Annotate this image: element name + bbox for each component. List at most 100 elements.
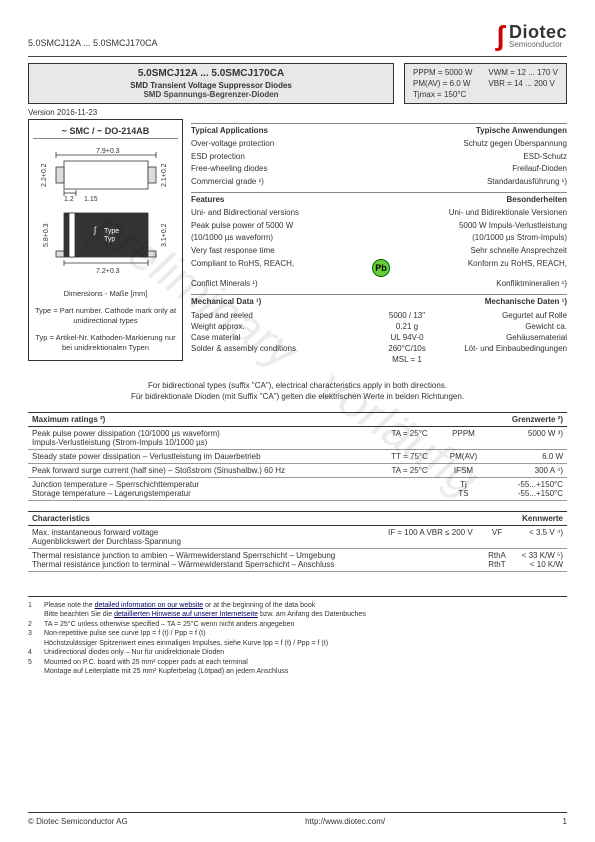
svg-text:1.15: 1.15 — [84, 196, 98, 203]
title-row: 5.0SMCJ12A ... 5.0SMCJ170CA SMD Transien… — [28, 63, 567, 104]
package-drawing: 7.9+0.3 1.2 1.15 2.2+0.2 2.1+0.2 ʃ Type … — [36, 143, 176, 283]
mech-item: Weight approx. — [191, 321, 377, 332]
fn-num: 2 — [28, 620, 38, 629]
footer-left: © Diotec Semiconductor AG — [28, 817, 128, 826]
svg-text:1.2: 1.2 — [64, 196, 74, 203]
version-label: Version 2016-11-23 — [28, 108, 567, 117]
svg-text:3.1+0.2: 3.1+0.2 — [161, 223, 168, 247]
table-cell: TA = 25°C — [380, 426, 440, 449]
mech-item: Gewicht ca. — [437, 321, 567, 332]
table-cell: Max. instantaneous forward voltageAugenb… — [28, 525, 378, 548]
table-cell: VF — [482, 525, 511, 548]
mech-val: 0.21 g — [377, 321, 437, 332]
package-column: ~ SMC / ~ DO-214AB 7.9+0.3 1.2 1.15 2.2+… — [28, 119, 183, 366]
info-item: Konfliktmineralien ¹) — [496, 279, 567, 290]
table-cell: TA = 25°C — [380, 463, 440, 477]
param: VBR = 14 ... 200 V — [488, 79, 558, 88]
fn-text: TA = 25°C unless otherwise specified – T… — [44, 620, 294, 629]
fn-link[interactable]: detaillierten Hinweise auf unserer Inter… — [114, 611, 258, 618]
table-cell: Peak pulse power dissipation (10/1000 µs… — [28, 426, 380, 449]
title-line2: SMD Transient Voltage Suppressor Diodes — [37, 81, 385, 90]
table-title-de: Kennwerte — [511, 511, 567, 525]
info-item: Over-voltage protection — [191, 139, 274, 150]
note-en: For bidirectional types (suffix "CA"), e… — [28, 380, 567, 391]
mech-item: Löt- und Einbaubedingungen — [437, 343, 567, 354]
fn-text: Unidirectional diodes only – Nur für uni… — [44, 648, 224, 657]
table-cell: TjTS — [440, 477, 488, 500]
note-de: Für bidirektionale Dioden (mit Suffix "C… — [28, 391, 567, 402]
table-cell: RthARthT — [482, 548, 511, 571]
table-cell: TT = 75°C — [380, 449, 440, 463]
info-item: Schutz gegen Überspannung — [463, 139, 567, 150]
info-item: Compliant to RoHS, REACH, — [191, 259, 294, 277]
table-cell: IFSM — [440, 463, 488, 477]
page-number: 1 — [563, 817, 567, 826]
mech-val: MSL = 1 — [377, 354, 437, 365]
pkg-note-en: Type = Part number. Cathode mark only at… — [33, 306, 178, 327]
table-cell: PPPM — [440, 426, 488, 449]
table-cell: < 33 K/W ⁵)< 10 K/W — [511, 548, 567, 571]
footer-url: http://www.diotec.com/ — [305, 817, 385, 826]
info-item: Standardausführung ¹) — [487, 177, 567, 188]
param: PPPM = 5000 W — [413, 68, 472, 77]
mech-item: Taped and reeled — [191, 310, 377, 321]
mech-val: 260°C/10s — [377, 343, 437, 354]
center-note: For bidirectional types (suffix "CA"), e… — [28, 380, 567, 402]
svg-text:Type: Type — [104, 228, 119, 235]
title-box: 5.0SMCJ12A ... 5.0SMCJ170CA SMD Transien… — [28, 63, 394, 104]
info-item: 5000 W Impuls-Verlustleistung — [459, 221, 567, 232]
dim-caption: Dimensions - Maße [mm] — [33, 289, 178, 300]
pkg-note-de: Typ = Artikel-Nr. Kathoden-Markierung nu… — [33, 333, 178, 354]
mech-val: 5000 / 13" — [377, 310, 437, 321]
param: VWM = 12 ... 170 V — [488, 68, 558, 77]
table-title: Characteristics — [28, 511, 378, 525]
logo-mark-icon: ʃ — [496, 20, 505, 52]
logo-text: Diotec — [509, 23, 567, 41]
info-item: Peak pulse power of 5000 W — [191, 221, 293, 232]
table-cell: IF = 100 A VBR ≤ 200 V — [378, 525, 482, 548]
fn-link[interactable]: detailed information on our website — [95, 602, 204, 609]
table-cell: 5000 W ³) — [487, 426, 567, 449]
fn-num: 3 — [28, 629, 38, 648]
info-item: Conflict Minerals ¹) — [191, 279, 258, 290]
info-item: Uni- und Bidirektionale Versionen — [449, 208, 567, 219]
table-cell: -55...+150°C-55...+150°C — [487, 477, 567, 500]
table-cell: Steady state power dissipation – Verlust… — [28, 449, 380, 463]
heading-de: Besonderheiten — [507, 195, 567, 206]
svg-text:2.1+0.2: 2.1+0.2 — [161, 163, 168, 187]
title-line1: 5.0SMCJ12A ... 5.0SMCJ170CA — [37, 68, 385, 79]
table-title-de: Grenzwerte ²) — [487, 412, 567, 426]
main-row: ~ SMC / ~ DO-214AB 7.9+0.3 1.2 1.15 2.2+… — [28, 119, 567, 366]
heading: Mechanical Data ¹) — [191, 297, 261, 308]
info-item: Sehr schnelle Ansprechzeit — [471, 246, 568, 257]
fn-text: Please note the detailed information on … — [44, 601, 366, 620]
heading-de: Typische Anwendungen — [476, 126, 567, 137]
table-cell: 6.0 W — [487, 449, 567, 463]
heading: Features — [191, 195, 224, 206]
table-title: Maximum ratings ²) — [28, 412, 380, 426]
info-item: ESD-Schutz — [523, 152, 567, 163]
max-ratings-table: Maximum ratings ²) Grenzwerte ²) Peak pul… — [28, 412, 567, 501]
mech-item: Solder & assembly conditions — [191, 343, 377, 354]
fn-num: 1 — [28, 601, 38, 620]
heading: Typical Applications — [191, 126, 268, 137]
info-item: Free-wheeling diodes — [191, 164, 268, 175]
footnotes: 1 Please note the detailed information on… — [28, 596, 567, 677]
mech-val: UL 94V-0 — [377, 332, 437, 343]
characteristics-table: Characteristics Kennwerte Max. instantane… — [28, 511, 567, 572]
key-params: PPPM = 5000 W VWM = 12 ... 170 V PM(AV) … — [404, 63, 567, 104]
logo-subtext: Semiconductor — [509, 41, 567, 49]
info-item: Uni- and Bidirectional versions — [191, 208, 299, 219]
info-column: Typical Applications Typische Anwendungen… — [191, 119, 567, 366]
svg-text:5.8+0.3: 5.8+0.3 — [43, 223, 50, 247]
mech-item: Gehäusematerial — [437, 332, 567, 343]
table-cell: < 3.5 V ⁴) — [511, 525, 567, 548]
svg-text:2.2+0.2: 2.2+0.2 — [41, 163, 48, 187]
svg-text:7.9+0.3: 7.9+0.3 — [96, 148, 120, 155]
svg-text:7.2+0.3: 7.2+0.3 — [96, 268, 120, 275]
info-item: Very fast response time — [191, 246, 275, 257]
fn-num: 5 — [28, 658, 38, 677]
rohs-icon: Pb — [372, 259, 390, 277]
fn-num: 4 — [28, 648, 38, 657]
info-item: (10/1000 µs waveform) — [191, 233, 273, 244]
